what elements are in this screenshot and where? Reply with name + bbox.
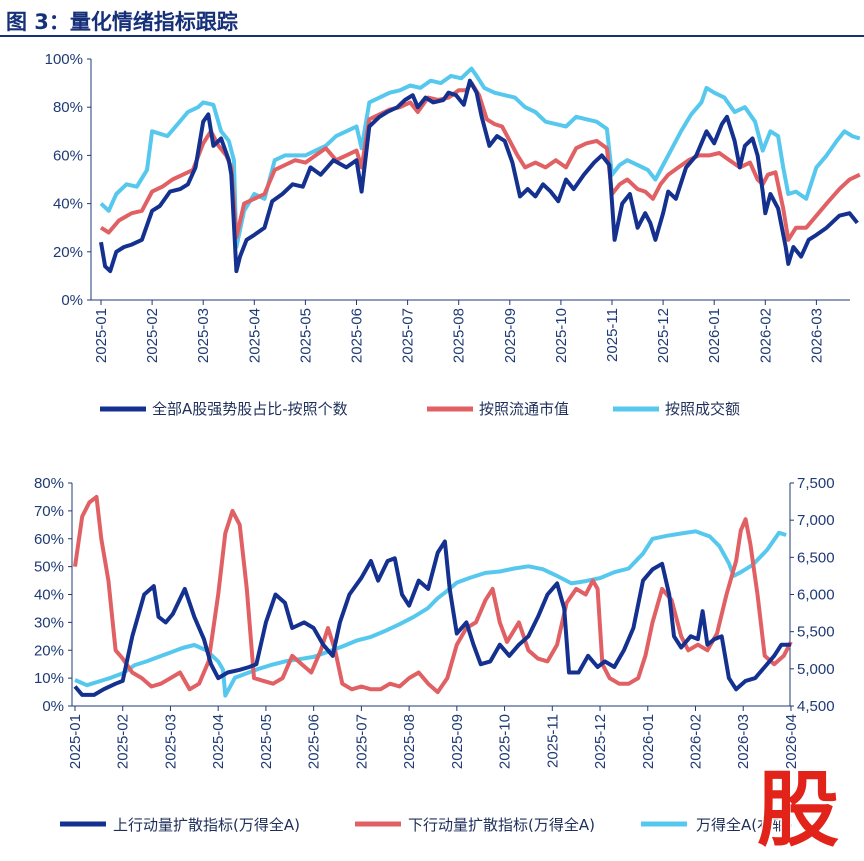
chart2-x-tick-label: 2025-02 <box>115 714 132 769</box>
chart2-series-line-0 <box>73 539 791 697</box>
chart2-left-tick-label: 80% <box>34 475 64 492</box>
chart2-x-tick-label: 2025-03 <box>162 714 179 769</box>
chart2-right-tick-label: 5,000 <box>797 661 835 678</box>
chart1-x-tick-label: 2025-01 <box>93 308 110 363</box>
watermark-logo: 股 <box>757 763 839 858</box>
chart2-left-tick-label: 10% <box>34 670 64 687</box>
chart2-x-tick-label: 2025-07 <box>353 714 370 769</box>
chart2-series-line-1 <box>73 494 793 695</box>
chart2-right-tick-label: 6,500 <box>797 549 835 566</box>
chart2-left-tick-label: 20% <box>34 642 64 659</box>
figure-title: 图 3：量化情绪指标跟踪 <box>6 10 238 34</box>
chart1-x-tick-label: 2026-02 <box>757 308 774 363</box>
chart1-x-tick-label: 2026-03 <box>808 308 825 363</box>
chart2-x-tick-label: 2026-01 <box>640 714 657 769</box>
chart2-left-tick-label: 40% <box>34 587 64 604</box>
chart1-x-tick-label: 2025-04 <box>246 308 263 363</box>
chart1-x-tick-label: 2025-05 <box>297 308 314 363</box>
chart2-x-tick-label: 2025-10 <box>497 714 514 769</box>
chart1-x-tick-label: 2025-08 <box>451 308 468 363</box>
chart2-series-line-2 <box>74 529 787 698</box>
chart2-left-tick-label: 0% <box>42 698 64 715</box>
chart1-legend-label: 按照流通市值 <box>479 400 569 418</box>
chart1-x-tick-label: 2025-07 <box>400 308 417 363</box>
chart2-left-tick-label: 30% <box>34 614 64 631</box>
chart2-right-tick-label: 5,500 <box>797 624 835 641</box>
figure-header: 图 3：量化情绪指标跟踪 <box>0 0 864 40</box>
chart2-right-tick-label: 7,000 <box>797 512 835 529</box>
chart2-legend-label: 万得全A(右轴) <box>696 816 793 834</box>
chart1-series-line-0 <box>99 78 859 274</box>
chart1-x-tick-label: 2025-06 <box>349 308 366 363</box>
chart1-x-tick-label: 2026-01 <box>706 308 723 363</box>
chart2-x-tick-label: 2026-02 <box>687 714 704 769</box>
chart2-x-tick-label: 2026-04 <box>783 714 800 769</box>
chart1-series-line-2 <box>99 66 861 249</box>
chart2-left-tick-label: 60% <box>34 531 64 548</box>
chart1-x-tick-label: 2025-11 <box>604 308 621 362</box>
chart2-x-tick-label: 2025-06 <box>306 714 323 769</box>
chart2-x-tick-label: 2025-11 <box>544 714 561 768</box>
chart1-y-tick-label: 100% <box>45 51 83 68</box>
chart2-legend-label: 下行动量扩散指标(万得全A) <box>408 816 595 834</box>
chart2-left-tick-label: 50% <box>34 559 64 576</box>
chart1-x-tick-label: 2025-02 <box>144 308 161 363</box>
chart1-x-tick-label: 2025-09 <box>502 308 519 363</box>
title-rule <box>0 35 864 37</box>
chart1-x-tick-label: 2025-03 <box>195 308 212 363</box>
chart2-left-tick-label: 70% <box>34 503 64 520</box>
chart1-legend-label: 按照成交额 <box>665 400 740 418</box>
chart1-x-tick-label: 2025-12 <box>655 308 672 363</box>
chart1-y-tick-label: 60% <box>53 147 83 164</box>
chart1-y-tick-label: 80% <box>53 99 83 116</box>
chart2-x-tick-label: 2026-03 <box>735 714 752 769</box>
chart2-x-tick-label: 2025-05 <box>258 714 275 769</box>
chart1-legend-label: 全部A股强势股占比-按照个数 <box>152 400 348 418</box>
chart1-y-tick-label: 20% <box>53 244 83 261</box>
chart1-x-tick-label: 2025-10 <box>553 308 570 363</box>
chart2-right-tick-label: 7,500 <box>797 475 835 492</box>
chart2-x-tick-label: 2025-04 <box>210 714 227 769</box>
chart2-x-tick-label: 2025-08 <box>401 714 418 769</box>
chart1-y-tick-label: 0% <box>61 292 83 309</box>
chart2-x-tick-label: 2025-09 <box>449 714 466 769</box>
chart1-y-tick-label: 40% <box>53 196 83 213</box>
chart2-x-tick-label: 2025-12 <box>592 714 609 769</box>
chart2-x-tick-label: 2025-01 <box>67 714 84 769</box>
chart2-right-tick-label: 4,500 <box>797 698 835 715</box>
chart2-right-tick-label: 6,000 <box>797 587 835 604</box>
chart2-legend-label: 上行动量扩散指标(万得全A) <box>113 816 300 834</box>
